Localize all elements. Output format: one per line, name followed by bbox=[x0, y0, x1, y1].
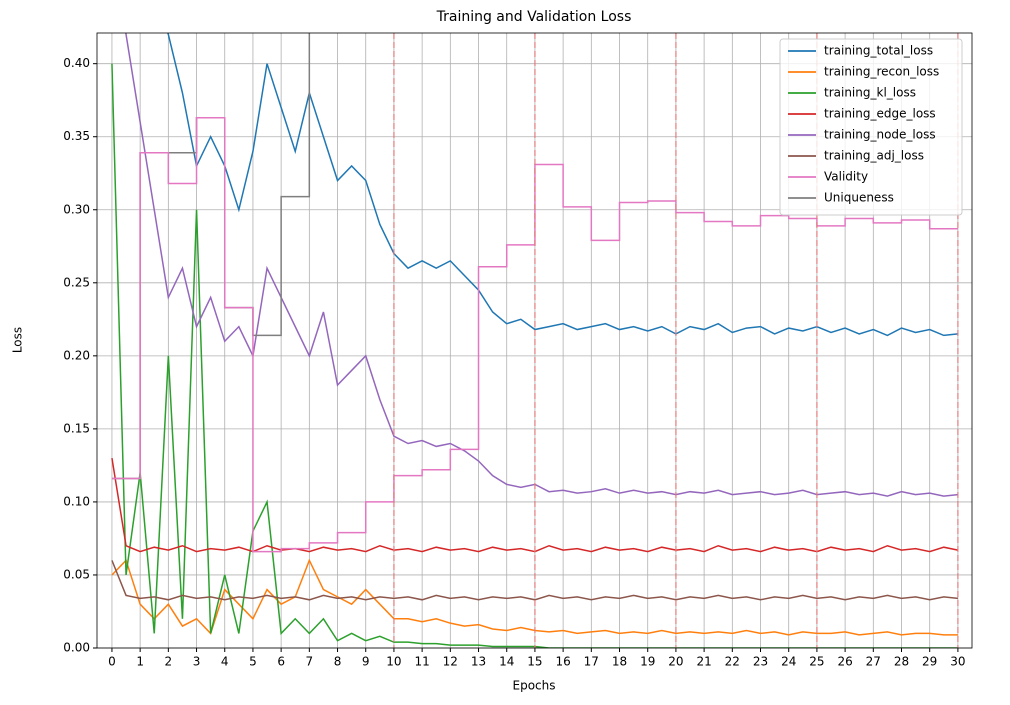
y-tick-label: 0.30 bbox=[63, 202, 90, 216]
x-tick-label: 18 bbox=[612, 655, 627, 669]
legend-label: training_adj_loss bbox=[824, 149, 924, 163]
x-tick-label: 3 bbox=[193, 655, 201, 669]
y-tick-label: 0.00 bbox=[63, 641, 90, 655]
legend-label: training_edge_loss bbox=[824, 107, 936, 121]
y-tick-label: 0.15 bbox=[63, 421, 90, 435]
x-tick-label: 19 bbox=[640, 655, 655, 669]
plot-area bbox=[111, 33, 959, 648]
chart-title: Training and Validation Loss bbox=[436, 9, 632, 25]
x-tick-label: 21 bbox=[696, 655, 711, 669]
x-tick-label: 9 bbox=[362, 655, 370, 669]
x-tick-label: 22 bbox=[725, 655, 740, 669]
x-tick-label: 8 bbox=[334, 655, 342, 669]
x-tick-label: 6 bbox=[277, 655, 285, 669]
y-tick-label: 0.10 bbox=[63, 494, 90, 508]
x-tick-label: 0 bbox=[108, 655, 116, 669]
x-tick-label: 7 bbox=[306, 655, 314, 669]
legend-label: training_node_loss bbox=[824, 128, 936, 142]
x-axis-label: Epochs bbox=[513, 679, 556, 693]
legend-label: Uniqueness bbox=[824, 191, 894, 205]
x-tick-label: 4 bbox=[221, 655, 229, 669]
y-tick-label: 0.20 bbox=[63, 348, 90, 362]
x-tick-label: 23 bbox=[753, 655, 768, 669]
x-tick-label: 29 bbox=[922, 655, 937, 669]
y-tick-label: 0.40 bbox=[63, 56, 90, 70]
legend-label: training_recon_loss bbox=[824, 65, 939, 79]
series-line bbox=[111, 560, 958, 601]
x-tick-label: 27 bbox=[866, 655, 881, 669]
x-tick-label: 25 bbox=[809, 655, 824, 669]
x-tick-label: 16 bbox=[555, 655, 570, 669]
legend-label: Validity bbox=[824, 170, 868, 184]
y-tick-label: 0.05 bbox=[63, 567, 90, 581]
x-tick-label: 13 bbox=[471, 655, 486, 669]
legend-label: training_total_loss bbox=[824, 44, 933, 58]
legend-label: training_kl_loss bbox=[824, 86, 916, 100]
x-tick-label: 24 bbox=[781, 655, 796, 669]
x-tick-label: 12 bbox=[443, 655, 458, 669]
plot-frame bbox=[96, 32, 973, 649]
x-tick-label: 10 bbox=[386, 655, 401, 669]
x-tick-label: 5 bbox=[249, 655, 257, 669]
x-tick-label: 15 bbox=[527, 655, 542, 669]
x-tick-label: 30 bbox=[950, 655, 965, 669]
x-tick-label: 2 bbox=[165, 655, 173, 669]
y-tick-label: 0.25 bbox=[63, 275, 90, 289]
x-tick-label: 28 bbox=[894, 655, 909, 669]
legend-box bbox=[779, 38, 963, 216]
x-tick-label: 11 bbox=[414, 655, 429, 669]
x-tick-label: 1 bbox=[136, 655, 144, 669]
x-tick-label: 17 bbox=[584, 655, 599, 669]
y-tick-label: 0.35 bbox=[63, 129, 90, 143]
y-axis-label: Loss bbox=[11, 327, 25, 353]
x-tick-label: 14 bbox=[499, 655, 514, 669]
x-tick-label: 26 bbox=[837, 655, 852, 669]
x-tick-label: 20 bbox=[668, 655, 683, 669]
